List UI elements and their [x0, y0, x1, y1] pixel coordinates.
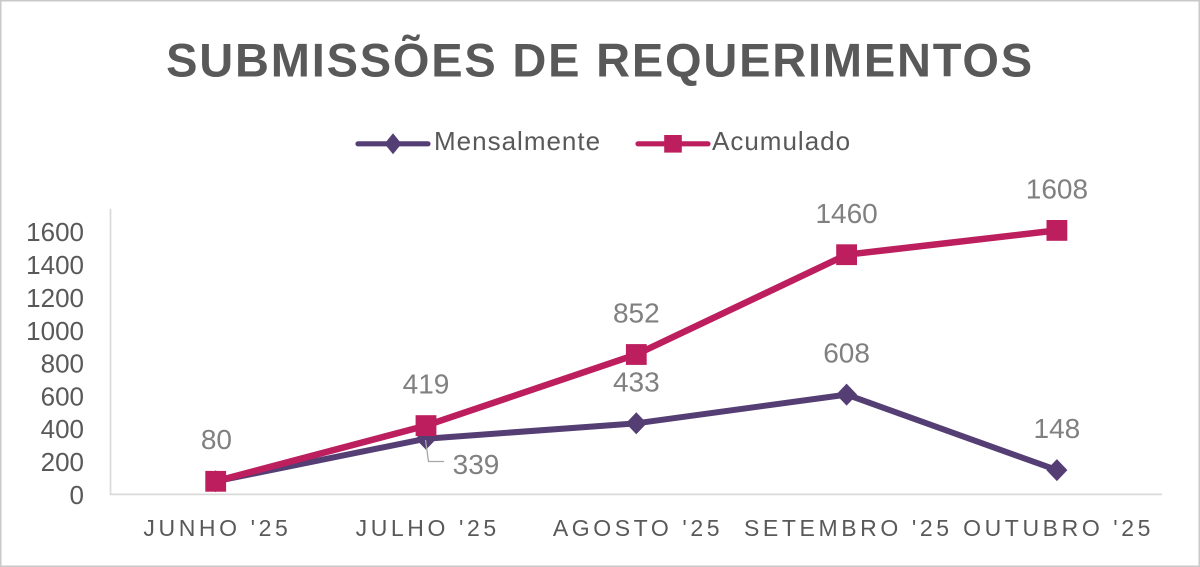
- svg-text:SUBMISSÕES DE REQUERIMENTOS: SUBMISSÕES DE REQUERIMENTOS: [166, 34, 1034, 87]
- svg-text:200: 200: [41, 447, 84, 477]
- svg-text:433: 433: [613, 366, 660, 397]
- svg-text:1600: 1600: [26, 217, 84, 247]
- svg-text:608: 608: [823, 338, 870, 369]
- svg-text:1608: 1608: [1026, 174, 1088, 205]
- svg-text:OUTUBRO '25: OUTUBRO '25: [963, 515, 1154, 541]
- svg-text:419: 419: [403, 369, 450, 400]
- svg-text:SETEMBRO '25: SETEMBRO '25: [744, 515, 953, 541]
- svg-text:JUNHO '25: JUNHO '25: [143, 515, 291, 541]
- svg-text:1400: 1400: [26, 250, 84, 280]
- svg-text:600: 600: [41, 381, 84, 411]
- svg-text:1200: 1200: [26, 283, 84, 313]
- svg-text:Mensalmente: Mensalmente: [434, 126, 601, 156]
- svg-text:1460: 1460: [815, 198, 877, 229]
- svg-text:339: 339: [453, 449, 500, 480]
- svg-text:852: 852: [613, 298, 660, 329]
- svg-text:400: 400: [41, 414, 84, 444]
- svg-text:1000: 1000: [26, 316, 84, 346]
- svg-text:0: 0: [70, 480, 84, 510]
- svg-text:JULHO '25: JULHO '25: [356, 515, 500, 541]
- svg-text:80: 80: [201, 424, 232, 455]
- svg-text:AGOSTO '25: AGOSTO '25: [553, 515, 723, 541]
- svg-text:Acumulado: Acumulado: [712, 126, 851, 156]
- svg-text:148: 148: [1034, 413, 1081, 444]
- svg-text:800: 800: [41, 349, 84, 379]
